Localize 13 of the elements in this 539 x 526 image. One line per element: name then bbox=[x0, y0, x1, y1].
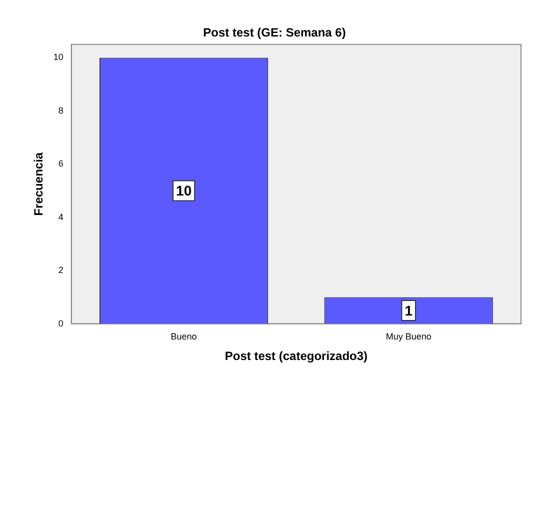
x-tick-label: Muy Bueno bbox=[386, 332, 432, 342]
data-label: 10 bbox=[176, 182, 192, 199]
y-axis-title: Frecuencia bbox=[32, 152, 46, 216]
data-label: 1 bbox=[404, 302, 413, 318]
y-tick-label: 4 bbox=[58, 212, 64, 222]
y-tick-label: 2 bbox=[58, 265, 64, 276]
x-tick-label: Bueno bbox=[170, 332, 197, 342]
y-tick-label: 6 bbox=[58, 158, 64, 169]
x-axis-title: Post test (categorizado3) bbox=[224, 349, 368, 364]
y-tick-label: 0 bbox=[58, 318, 64, 328]
chart-title: Post test (GE: Semana 6) bbox=[203, 26, 346, 40]
y-tick-label: 8 bbox=[58, 105, 64, 116]
y-tick-label: 10 bbox=[53, 52, 64, 62]
